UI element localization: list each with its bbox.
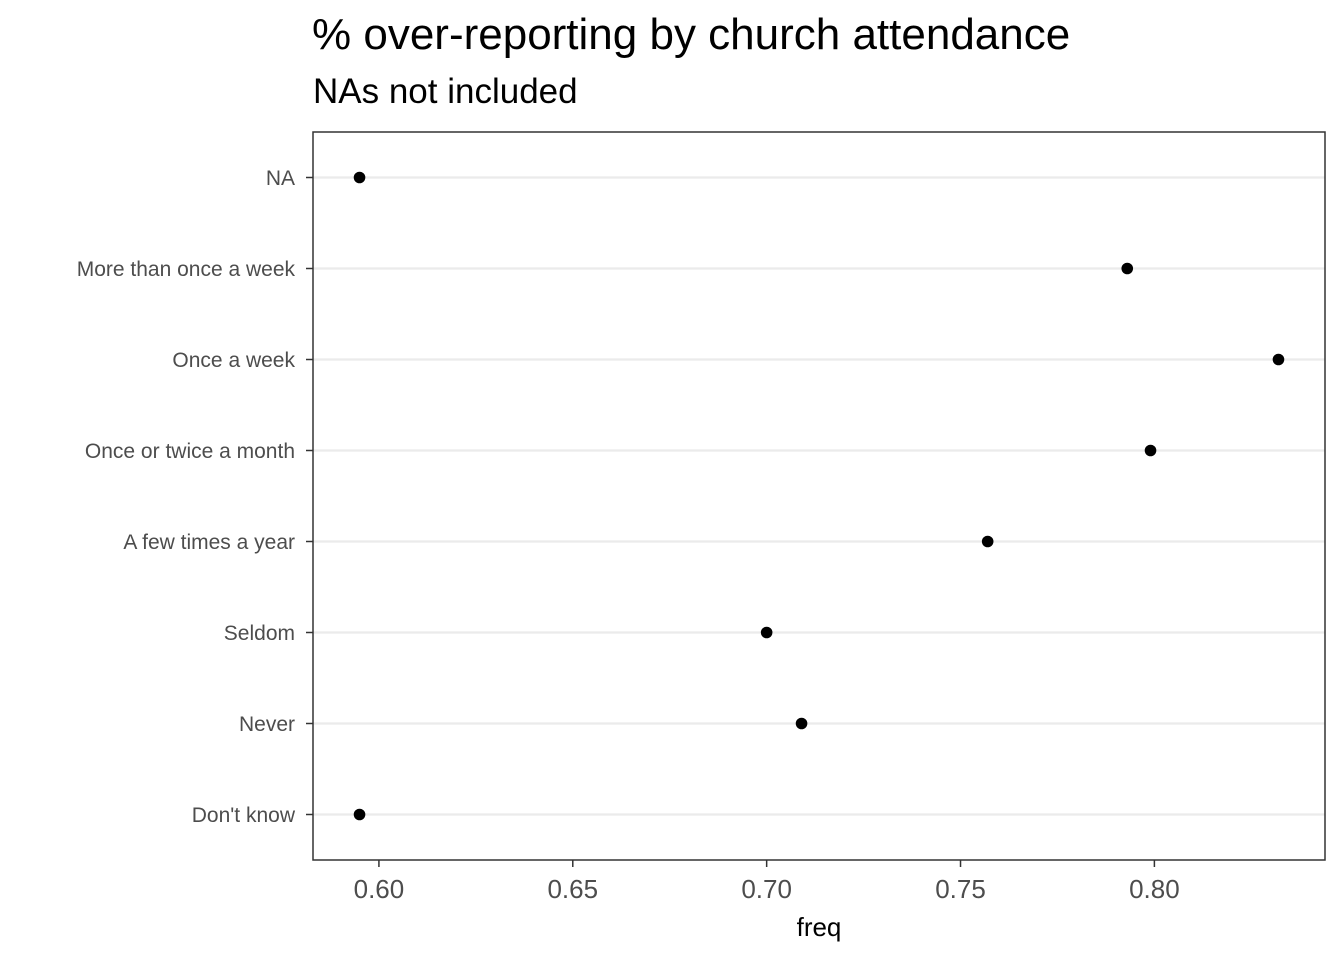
data-point bbox=[760, 626, 773, 639]
y-tick-label: Once a week bbox=[172, 349, 295, 372]
data-point bbox=[1272, 353, 1285, 366]
y-tick-label: Don't know bbox=[192, 804, 296, 827]
x-tick-label: 0.80 bbox=[1129, 874, 1180, 904]
data-point bbox=[1121, 262, 1134, 275]
x-tick-label: 0.75 bbox=[935, 874, 986, 904]
data-point bbox=[981, 535, 994, 548]
data-point bbox=[353, 171, 366, 184]
data-point bbox=[795, 717, 808, 730]
chart-subtitle: NAs not included bbox=[313, 72, 578, 111]
data-point bbox=[353, 808, 366, 821]
panel-border bbox=[312, 131, 1326, 861]
y-tick-label: Never bbox=[239, 713, 295, 736]
y-tick-label: A few times a year bbox=[123, 531, 295, 554]
y-tick-label: Seldom bbox=[224, 622, 295, 645]
points bbox=[353, 171, 1285, 821]
y-tick-label: Once or twice a month bbox=[85, 440, 295, 463]
data-point bbox=[1144, 444, 1157, 457]
x-axis-title: freq bbox=[797, 912, 842, 942]
y-axis: NA More than once a week Once a week Once o… bbox=[77, 167, 313, 827]
x-tick-label: 0.60 bbox=[354, 874, 405, 904]
x-tick-label: 0.70 bbox=[741, 874, 792, 904]
chart-title: % over-reporting by church attendance bbox=[312, 10, 1071, 59]
x-axis: 0.60 0.65 0.70 0.75 0.80 bbox=[354, 860, 1180, 904]
x-tick-label: 0.65 bbox=[547, 874, 598, 904]
gridlines bbox=[313, 176, 1325, 816]
y-tick-label: More than once a week bbox=[77, 258, 296, 281]
y-tick-label: NA bbox=[266, 167, 295, 190]
